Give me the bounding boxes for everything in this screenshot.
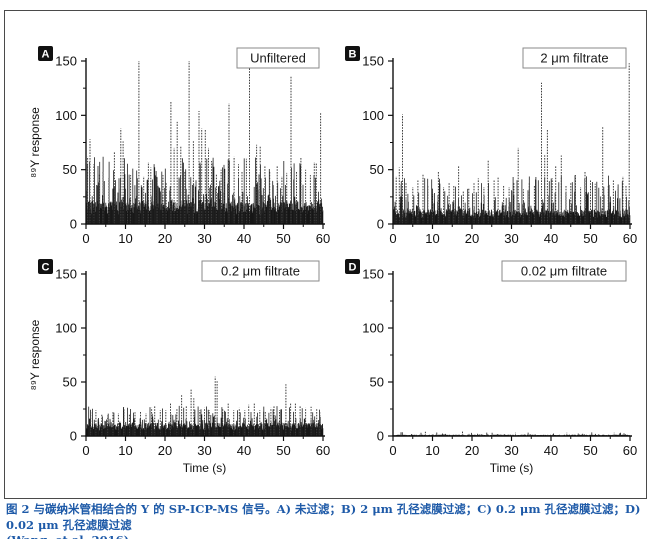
svg-text:0: 0 <box>70 429 77 444</box>
caption-source: (Wang, et al, 2016) <box>6 533 644 539</box>
svg-text:10: 10 <box>118 443 132 458</box>
svg-text:20: 20 <box>465 443 479 458</box>
svg-text:10: 10 <box>425 443 439 458</box>
svg-text:20: 20 <box>158 443 172 458</box>
axis-ticks: 0 50 100 150 0 10 20 30 40 50 60 <box>55 54 330 247</box>
panel-b: 0 50 100 150 0 10 20 30 40 50 60 2 μm filtrate B <box>318 35 648 265</box>
svg-text:10: 10 <box>118 231 132 246</box>
svg-text:150: 150 <box>55 267 77 282</box>
svg-text:0.2 μm filtrate: 0.2 μm filtrate <box>221 264 300 279</box>
signal-trace <box>85 61 324 224</box>
svg-text:C: C <box>42 262 50 274</box>
panel-title: 2 μm filtrate <box>522 47 627 69</box>
panel-c: 0 50 100 150 0 10 20 30 40 50 60 ⁸⁹Y response Time … <box>11 248 341 488</box>
svg-text:50: 50 <box>276 443 290 458</box>
y-axis-label: ⁸⁹Y response <box>28 107 42 178</box>
svg-text:0: 0 <box>377 429 384 444</box>
panel-a: 0 50 100 150 0 10 20 30 40 50 60 ⁸⁹Y response Unfi… <box>11 35 341 265</box>
panel-title: 0.02 μm filtrate <box>501 260 627 282</box>
svg-text:A: A <box>42 49 50 61</box>
figure-border: 0 50 100 150 0 10 20 30 40 50 60 ⁸⁹Y response Unfi… <box>4 10 647 499</box>
svg-text:50: 50 <box>583 231 597 246</box>
panel-badge: D <box>345 259 360 274</box>
panel-d: 0 50 100 150 0 10 20 30 40 50 60 Time (s) 0.02 μm … <box>318 248 648 488</box>
svg-text:60: 60 <box>623 443 637 458</box>
svg-text:60: 60 <box>316 443 330 458</box>
svg-text:100: 100 <box>55 321 77 336</box>
svg-text:150: 150 <box>362 54 384 69</box>
caption-text: 图 2 与碳纳米管相结合的 Y 的 SP-ICP-MS 信号。A) 未过滤；B)… <box>6 502 641 532</box>
signal-trace <box>392 63 631 224</box>
svg-text:40: 40 <box>544 231 558 246</box>
svg-text:30: 30 <box>197 443 211 458</box>
svg-text:100: 100 <box>362 321 384 336</box>
svg-text:150: 150 <box>362 267 384 282</box>
figure-caption: 图 2 与碳纳米管相结合的 Y 的 SP-ICP-MS 信号。A) 未过滤；B)… <box>6 502 644 539</box>
signal-trace <box>392 430 631 436</box>
panel-badge: C <box>38 259 53 274</box>
svg-text:B: B <box>349 49 357 61</box>
svg-text:10: 10 <box>425 231 439 246</box>
svg-text:60: 60 <box>623 231 637 246</box>
svg-text:0: 0 <box>389 231 396 246</box>
svg-text:0: 0 <box>82 231 89 246</box>
svg-text:40: 40 <box>237 231 251 246</box>
y-axis-label: ⁸⁹Y response <box>28 319 42 390</box>
axis-ticks: 0 50 100 150 0 10 20 30 40 50 60 <box>362 54 637 247</box>
axis-ticks: 0 50 100 150 0 10 20 30 40 50 60 <box>362 267 637 459</box>
svg-text:50: 50 <box>583 443 597 458</box>
svg-text:40: 40 <box>544 443 558 458</box>
svg-text:0: 0 <box>389 443 396 458</box>
svg-text:20: 20 <box>158 231 172 246</box>
x-axis-label: Time (s) <box>490 461 534 475</box>
svg-text:0: 0 <box>377 217 384 232</box>
svg-text:0: 0 <box>70 217 77 232</box>
svg-text:30: 30 <box>504 231 518 246</box>
panel-title: Unfiltered <box>236 47 320 69</box>
svg-text:40: 40 <box>237 443 251 458</box>
svg-text:Unfiltered: Unfiltered <box>250 51 306 66</box>
svg-text:50: 50 <box>276 231 290 246</box>
svg-text:30: 30 <box>197 231 211 246</box>
svg-text:100: 100 <box>362 108 384 123</box>
svg-text:2 μm filtrate: 2 μm filtrate <box>540 51 608 66</box>
signal-trace <box>85 376 324 436</box>
svg-text:20: 20 <box>465 231 479 246</box>
panel-badge: A <box>38 46 53 61</box>
svg-text:50: 50 <box>63 375 77 390</box>
svg-text:0.02 μm filtrate: 0.02 μm filtrate <box>521 264 607 279</box>
svg-text:30: 30 <box>504 443 518 458</box>
svg-text:50: 50 <box>370 162 384 177</box>
svg-text:50: 50 <box>370 375 384 390</box>
x-axis-label: Time (s) <box>183 461 227 475</box>
panel-badge: B <box>345 46 360 61</box>
axis-ticks: 0 50 100 150 0 10 20 30 40 50 60 <box>55 267 330 459</box>
panel-title: 0.2 μm filtrate <box>201 260 320 282</box>
svg-text:D: D <box>349 262 357 274</box>
svg-text:150: 150 <box>55 54 77 69</box>
svg-text:50: 50 <box>63 162 77 177</box>
svg-text:0: 0 <box>82 443 89 458</box>
svg-text:60: 60 <box>316 231 330 246</box>
svg-text:100: 100 <box>55 108 77 123</box>
